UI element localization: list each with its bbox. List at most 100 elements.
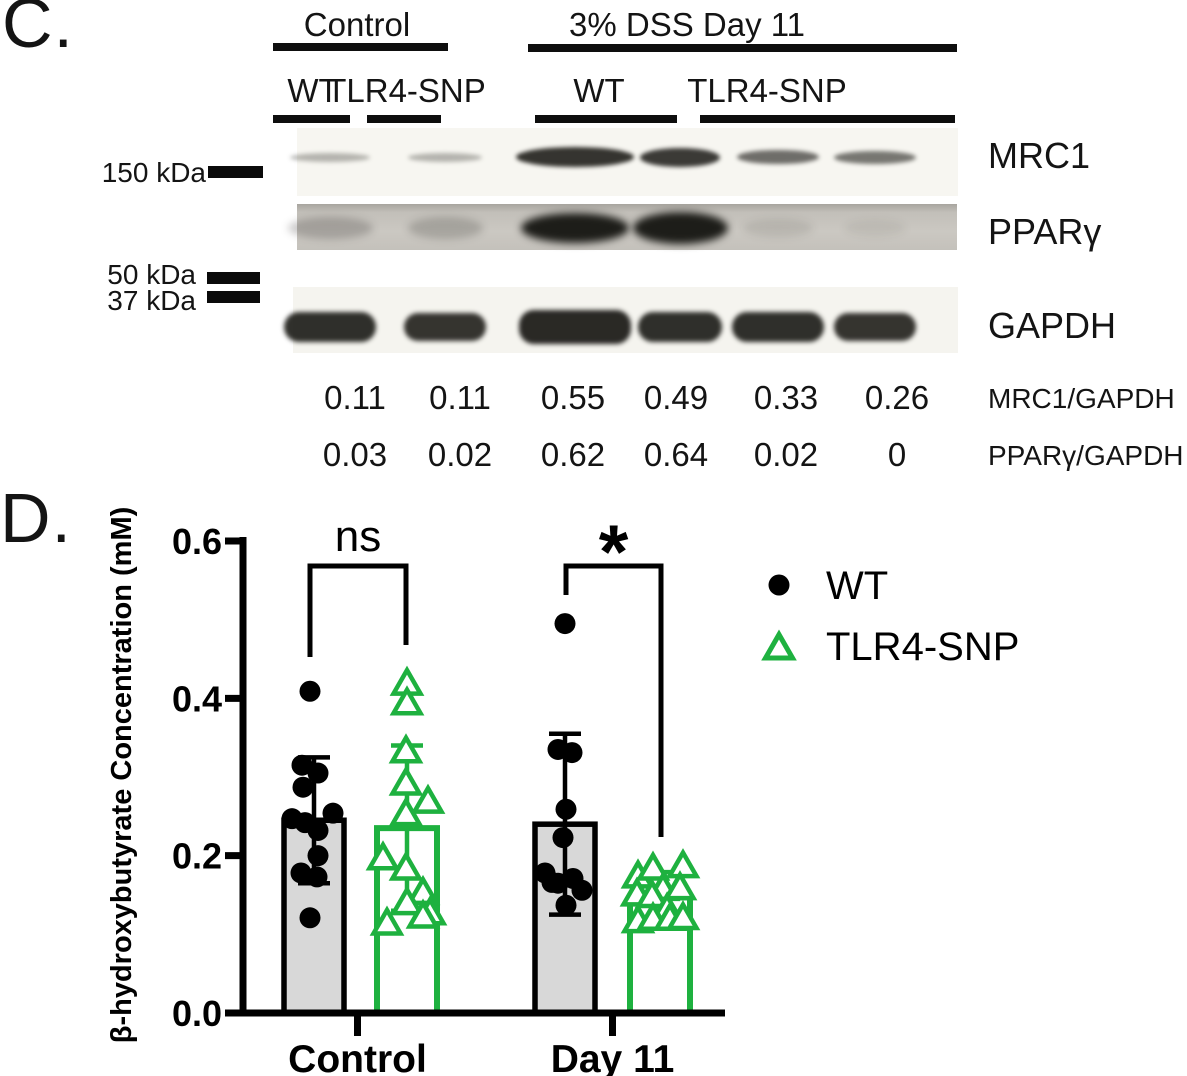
mw-bar-150kda [208, 166, 263, 178]
blot-row-label-gapdh: GAPDH [988, 305, 1117, 346]
band-MRC1-lane2 [408, 152, 482, 162]
point-TLR4-SNP-Control [388, 733, 424, 764]
quant-row-label-pparg: PPARγ/GAPDH [988, 440, 1184, 471]
point-WT-Day 11 [552, 827, 574, 849]
group-underline-control [273, 43, 448, 51]
x-category-label: Day 11 [551, 1038, 675, 1076]
point-WT-Control [299, 680, 321, 702]
quant-value: 0.33 [753, 379, 819, 416]
point-TLR4-SNP-Day 11 [635, 850, 671, 881]
y-tick-label: 0.2 [172, 836, 222, 877]
point-WT-Control [299, 907, 321, 929]
band-MRC1-lane6 [834, 150, 916, 164]
lane-label-dss-tlr4snp: TLR4-SNP [687, 72, 847, 109]
mw-label-37kda: 37 kDa [107, 285, 196, 316]
band-MRC1-lane4 [640, 147, 720, 167]
point-WT-Day 11 [555, 894, 577, 916]
quant-value: 0.11 [429, 379, 491, 416]
y-tick-label: 0.4 [172, 678, 222, 719]
band-GAPDH-lane3 [519, 310, 631, 344]
x-category-label: Control [288, 1038, 427, 1076]
point-WT-Control [307, 762, 329, 784]
point-TLR4-SNP-Control [389, 885, 425, 916]
y-tick-label: 0.6 [172, 521, 222, 562]
band-GAPDH-lane6 [834, 313, 916, 341]
beta-hydroxybutyrate-bar-chart: 0.0 0.2 0.4 0.6 Control Day 11 β-hydroxybutyra… [106, 507, 1019, 1076]
group-header-dss: 3% DSS Day 11 [569, 6, 805, 43]
sig-bracket-Day 11 [563, 563, 664, 837]
point-TLR4-SNP-Day 11 [665, 900, 701, 931]
lane-underline-3 [535, 115, 677, 123]
band-GAPDH-lane2 [404, 313, 486, 341]
band-GAPDH-lane4 [638, 312, 722, 342]
sig-label-Control: ns [335, 512, 381, 561]
point-TLR4-SNP-Control [405, 898, 441, 929]
lane-underline-1 [273, 115, 350, 123]
quant-value: 0 [887, 436, 907, 473]
point-WT-Control [290, 862, 312, 884]
quant-value: 0.62 [540, 436, 606, 473]
lane-underline-2 [367, 115, 441, 123]
mw-label-150kda: 150 kDa [101, 157, 206, 188]
group-header-control: Control [303, 6, 411, 43]
band-MRC1-lane3 [516, 147, 634, 167]
point-WT-Control [307, 845, 329, 867]
point-TLR4-SNP-Day 11 [662, 870, 698, 901]
lane-label-dss-wt: WT [573, 72, 625, 109]
point-WT-Control [306, 866, 328, 888]
point-WT-Day 11 [554, 613, 576, 635]
band-MRC1-lane1 [290, 152, 370, 162]
band-PPARγ-lane4 [632, 212, 728, 244]
lane-label-control-wt: WT [287, 72, 339, 109]
legend-marker-wt [768, 574, 790, 596]
panel-c-label: C. [2, 0, 74, 62]
point-TLR4-SNP-Control [389, 685, 425, 716]
band-GAPDH-lane1 [284, 312, 376, 342]
band-MRC1-lane5 [737, 150, 819, 164]
band-PPARγ-lane1 [287, 217, 373, 239]
quant-value: 0.03 [322, 436, 388, 473]
point-TLR4-SNP-Day 11 [665, 848, 701, 879]
group-underline-dss [528, 44, 957, 52]
point-WT-Day 11 [561, 742, 583, 764]
band-PPARγ-lane3 [521, 213, 629, 243]
panel-d-label: D. [0, 479, 72, 557]
blot-row-label-mrc1: MRC1 [988, 135, 1091, 176]
legend-marker-tlr4snp [761, 629, 797, 661]
sig-label-Day 11: * [599, 510, 629, 595]
mw-bar-37kda [207, 291, 260, 303]
band-GAPDH-lane5 [732, 312, 824, 342]
point-TLR4-SNP-Control [410, 783, 446, 814]
quant-row-label-mrc1: MRC1/GAPDH [988, 383, 1175, 414]
point-TLR4-SNP-Control [369, 905, 405, 936]
mw-bar-50kda [207, 272, 260, 284]
lane-label-control-tlr4snp: TLR4-SNP [326, 72, 486, 109]
quant-value: 0.49 [643, 379, 709, 416]
blot-row-label-pparg: PPARγ [988, 211, 1102, 252]
band-PPARγ-lane2 [407, 217, 483, 239]
point-WT-Day 11 [547, 872, 569, 894]
y-axis-title: β-hydroxybutyrate Concentration (mM) [106, 507, 138, 1044]
quant-value: 0.11 [324, 379, 386, 416]
quant-value: 0.55 [540, 379, 606, 416]
legend-label-tlr4snp: TLR4-SNP [826, 625, 1019, 669]
legend-label-wt: WT [826, 564, 888, 608]
quant-value: 0.02 [753, 436, 819, 473]
point-WT-Control [322, 802, 344, 824]
sig-bracket-Control [307, 563, 409, 657]
quant-value: 0.64 [643, 436, 709, 473]
point-WT-Control [292, 776, 314, 798]
point-WT-Control [291, 754, 313, 776]
point-TLR4-SNP-Control [365, 840, 401, 871]
mw-label-50kda: 50 kDa [107, 259, 196, 290]
y-tick-label: 0.0 [172, 993, 222, 1034]
point-TLR4-SNP-Control [388, 796, 424, 827]
point-WT-Day 11 [555, 798, 577, 820]
quant-value: 0.26 [864, 379, 930, 416]
quant-value: 0.02 [427, 436, 493, 473]
lane-underline-4 [700, 115, 955, 123]
band-PPARγ-lane5 [743, 219, 813, 237]
point-WT-Day 11 [571, 879, 593, 901]
band-PPARγ-lane6 [844, 220, 906, 236]
